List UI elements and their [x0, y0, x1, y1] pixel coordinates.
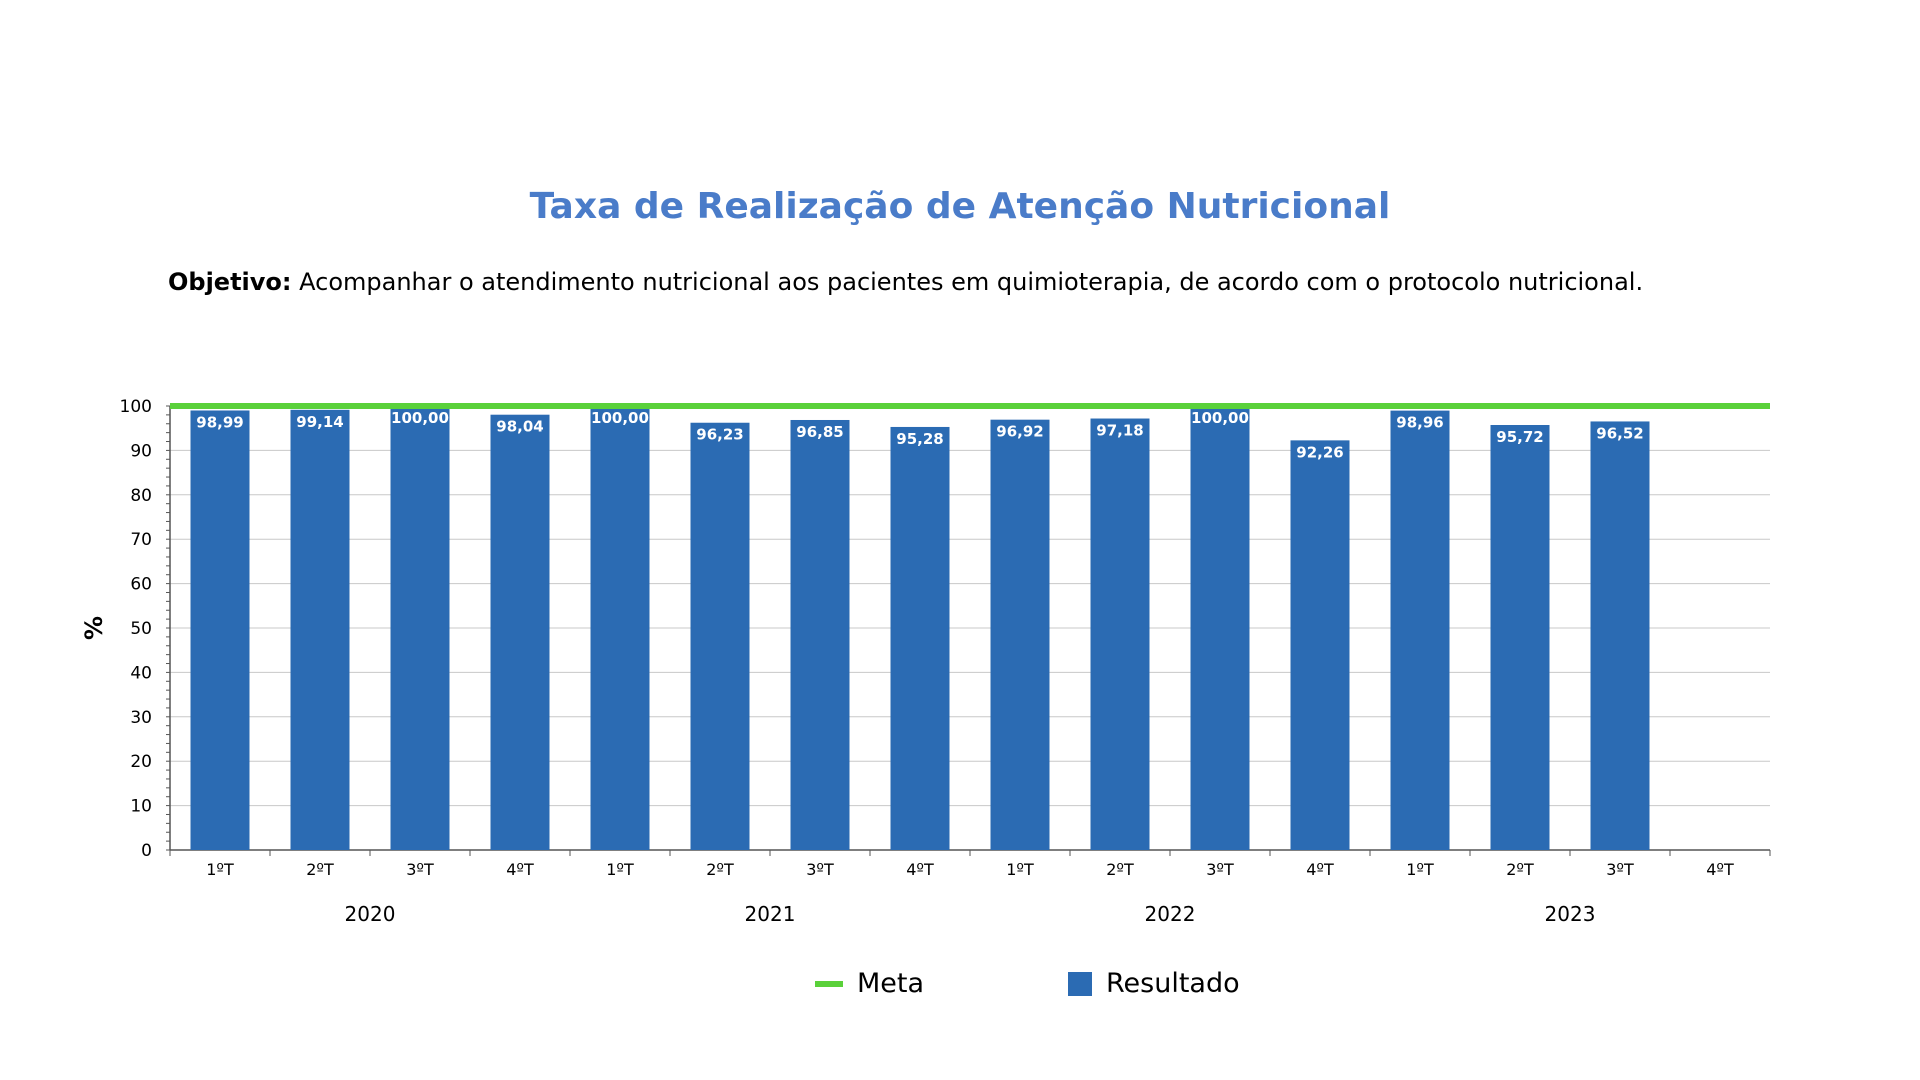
- y-axis-label: %: [80, 616, 108, 640]
- x-tick-label: 3ºT: [1606, 860, 1634, 879]
- bar: [490, 414, 550, 850]
- y-tick-label: 50: [130, 619, 152, 639]
- y-tick-label: 20: [130, 752, 152, 772]
- y-tick-label: 10: [130, 797, 152, 817]
- bar-value-label: 98,96: [1396, 414, 1443, 432]
- legend-resultado-label: Resultado: [1106, 968, 1240, 999]
- bar: [1390, 410, 1450, 850]
- bar-value-label: 100,00: [391, 409, 449, 427]
- objective-label: Objetivo:: [168, 268, 292, 296]
- bar: [790, 419, 850, 850]
- bar-value-label: 96,52: [1596, 424, 1643, 442]
- bar-value-label: 98,99: [196, 413, 243, 431]
- bar-value-label: 95,72: [1496, 428, 1543, 446]
- group-label: 2021: [745, 902, 796, 926]
- bar-value-label: 99,14: [296, 413, 343, 431]
- x-tick-label: 2ºT: [1506, 860, 1534, 879]
- bar: [390, 406, 450, 850]
- x-tick-label: 3ºT: [806, 860, 834, 879]
- y-tick-label: 100: [120, 397, 152, 417]
- x-tick-label: 3ºT: [406, 860, 434, 879]
- x-tick-label: 2ºT: [1106, 860, 1134, 879]
- bar-value-label: 100,00: [1191, 409, 1249, 427]
- y-tick-label: 70: [130, 530, 152, 550]
- x-tick-label: 1ºT: [606, 860, 634, 879]
- bar-value-label: 96,92: [996, 423, 1043, 441]
- bar: [1590, 421, 1650, 850]
- y-tick-label: 80: [130, 486, 152, 506]
- bar-value-label: 96,85: [796, 423, 843, 441]
- bar: [990, 419, 1050, 850]
- bar-value-label: 97,18: [1096, 422, 1143, 440]
- x-tick-label: 2ºT: [706, 860, 734, 879]
- objective-description: Acompanhar o atendimento nutricional aos…: [291, 268, 1644, 296]
- group-label: 2023: [1545, 902, 1596, 926]
- y-tick-label: 0: [141, 841, 152, 861]
- bar: [1090, 418, 1150, 850]
- objective-text: Objetivo: Acompanhar o atendimento nutri…: [168, 268, 1643, 296]
- x-tick-label: 1ºT: [206, 860, 234, 879]
- bar: [290, 409, 350, 850]
- bar-value-label: 96,23: [696, 426, 743, 444]
- bar: [1190, 406, 1250, 850]
- y-tick-label: 60: [130, 575, 152, 595]
- bar: [890, 426, 950, 850]
- x-tick-label: 3ºT: [1206, 860, 1234, 879]
- x-tick-label: 4ºT: [1306, 860, 1334, 879]
- legend-meta-label: Meta: [857, 968, 925, 999]
- chart-title: Taxa de Realização de Atenção Nutriciona…: [529, 186, 1391, 227]
- bar-value-label: 92,26: [1296, 443, 1343, 461]
- legend: Meta Resultado: [0, 968, 1920, 1008]
- bar-value-label: 98,04: [496, 418, 543, 436]
- bar: [190, 410, 250, 850]
- group-label: 2022: [1145, 902, 1196, 926]
- y-tick-label: 30: [130, 708, 152, 728]
- x-tick-label: 4ºT: [1706, 860, 1734, 879]
- x-tick-label: 4ºT: [506, 860, 534, 879]
- legend-meta-swatch: [815, 980, 843, 987]
- x-tick-label: 1ºT: [1406, 860, 1434, 879]
- legend-item-resultado: Resultado: [1068, 968, 1240, 999]
- bar: [1490, 425, 1550, 850]
- y-tick-label: 40: [130, 663, 152, 683]
- x-tick-label: 4ºT: [906, 860, 934, 879]
- bar-value-label: 100,00: [591, 409, 649, 427]
- bar-value-label: 95,28: [896, 430, 943, 448]
- x-tick-label: 1ºT: [1006, 860, 1034, 879]
- bar: [690, 422, 750, 850]
- x-tick-label: 2ºT: [306, 860, 334, 879]
- bar: [1290, 440, 1350, 850]
- y-tick-label: 90: [130, 441, 152, 461]
- legend-resultado-swatch: [1068, 971, 1092, 996]
- legend-item-meta: Meta: [815, 968, 924, 999]
- group-label: 2020: [345, 902, 396, 926]
- bar: [590, 406, 650, 850]
